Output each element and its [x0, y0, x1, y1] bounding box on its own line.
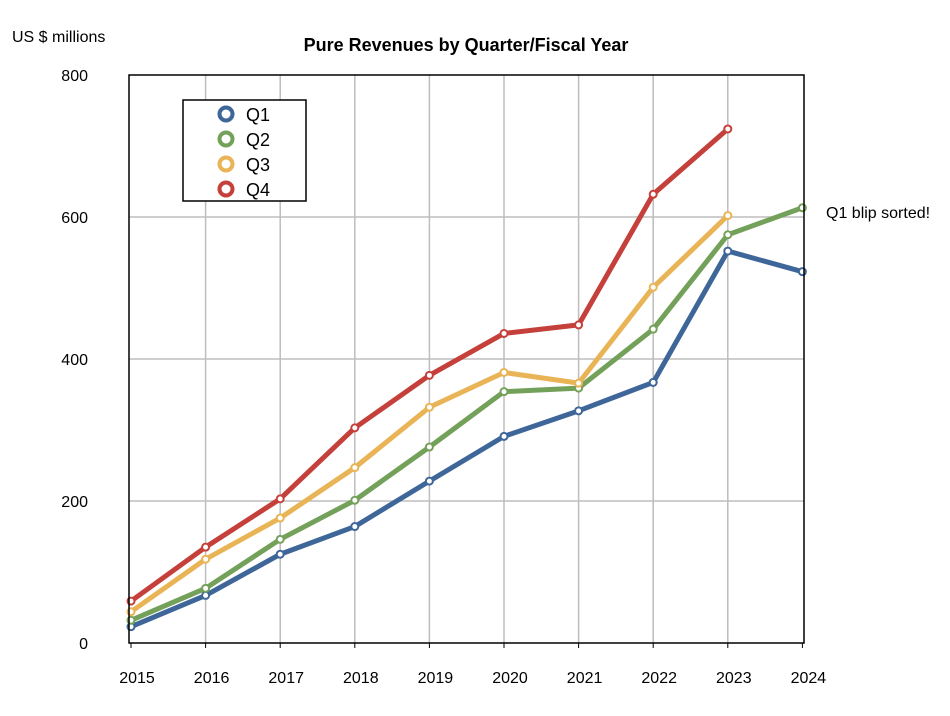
y-tick-label: 0 [79, 636, 88, 653]
point-q1 [648, 377, 658, 387]
point-q3 [424, 402, 434, 412]
point-q4 [648, 189, 658, 199]
y-tick-label: 600 [61, 210, 88, 227]
legend-label: Q3 [246, 155, 270, 175]
x-tick-label: 2016 [194, 670, 230, 687]
point-q4 [350, 423, 360, 433]
point-q1 [424, 476, 434, 486]
point-q4 [574, 320, 584, 330]
point-q3 [723, 211, 733, 221]
point-q4 [275, 494, 285, 504]
legend-marker-q1 [217, 105, 235, 123]
point-q3 [275, 513, 285, 523]
x-tick-label: 2021 [567, 670, 603, 687]
point-q1 [574, 406, 584, 416]
x-tick-label: 2015 [119, 670, 155, 687]
point-q1 [499, 431, 509, 441]
point-q4 [424, 370, 434, 380]
x-tick-label: 2023 [716, 670, 752, 687]
legend-marker-q3 [217, 155, 235, 173]
legend-label: Q1 [246, 105, 270, 125]
point-q1 [275, 549, 285, 559]
legend-label: Q4 [246, 180, 270, 200]
point-q4 [499, 328, 509, 338]
point-q3 [350, 463, 360, 473]
x-tick-label: 2018 [343, 670, 379, 687]
x-tick-label: 2017 [268, 670, 304, 687]
legend: Q1 Q2 Q3 Q4 [182, 99, 307, 202]
point-q1 [723, 246, 733, 256]
point-q2 [499, 387, 509, 397]
plot-area [128, 74, 805, 644]
series-line-q2 [128, 205, 805, 623]
chart-title: Pure Revenues by Quarter/Fiscal Year [304, 35, 629, 55]
series-layer [126, 124, 807, 632]
axis-ticks: 0 200 400 600 800 2015 2016 2017 2018 2019 2020 202… [61, 68, 826, 687]
point-q2 [797, 203, 807, 213]
point-q2 [424, 442, 434, 452]
legend-label: Q2 [246, 130, 270, 150]
point-q2 [723, 230, 733, 240]
point-q1 [797, 267, 807, 277]
point-q2 [350, 495, 360, 505]
y-tick-label: 200 [61, 494, 88, 511]
legend-marker-q4 [217, 180, 235, 198]
point-q2 [201, 583, 211, 593]
point-q3 [499, 367, 509, 377]
y-axis-label: US $ millions [12, 29, 105, 46]
x-tick-label: 2022 [641, 670, 677, 687]
y-tick-label: 400 [61, 352, 88, 369]
point-q2 [648, 324, 658, 334]
grid [129, 75, 804, 643]
x-tick-label: 2019 [418, 670, 454, 687]
point-q3 [648, 282, 658, 292]
x-tick-label: 2020 [492, 670, 528, 687]
point-q1 [350, 522, 360, 532]
annotation: Q1 blip sorted! [826, 205, 930, 222]
point-q4 [201, 542, 211, 552]
series-line-q1 [128, 248, 805, 630]
point-q3 [201, 554, 211, 564]
y-tick-label: 800 [61, 68, 88, 85]
x-tick-label: 2024 [791, 670, 827, 687]
point-q1 [201, 590, 211, 600]
point-q4 [723, 124, 733, 134]
point-q3 [574, 378, 584, 388]
legend-marker-q2 [217, 130, 235, 148]
legend-box [182, 99, 307, 202]
point-q2 [275, 534, 285, 544]
